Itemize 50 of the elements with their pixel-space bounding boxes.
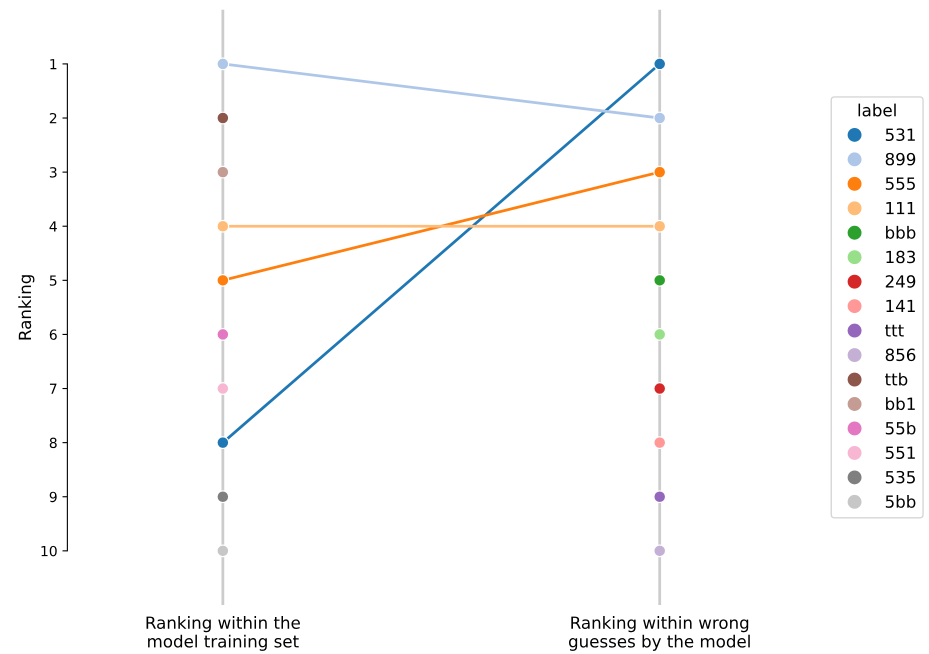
point bbox=[216, 220, 230, 233]
y-tick-label: 10 bbox=[42, 546, 57, 556]
point bbox=[216, 490, 230, 504]
y-tick-label: 6 bbox=[50, 329, 57, 340]
legend-label: 856 bbox=[886, 348, 916, 362]
y-axis-title: Ranking bbox=[18, 275, 34, 340]
point bbox=[653, 490, 666, 504]
y-tick-label: 9 bbox=[50, 492, 57, 502]
x-tick-label: Ranking within wrong guesses by the model bbox=[568, 616, 750, 651]
y-tick-label: 1 bbox=[50, 59, 56, 70]
legend-label: 899 bbox=[886, 152, 916, 166]
y-tick-label: 7 bbox=[50, 384, 56, 394]
point bbox=[216, 274, 230, 287]
legend-label: ttb bbox=[885, 372, 908, 386]
point bbox=[216, 382, 230, 395]
legend-label: 531 bbox=[886, 128, 915, 141]
y-tick-label: 3 bbox=[50, 167, 57, 178]
point bbox=[653, 274, 666, 287]
point bbox=[653, 112, 666, 124]
point bbox=[216, 544, 230, 558]
legend-label: 141 bbox=[886, 300, 915, 312]
point bbox=[216, 58, 230, 70]
legend-label: 551 bbox=[886, 446, 915, 459]
point bbox=[216, 328, 230, 341]
legend-title: label bbox=[858, 104, 896, 117]
point bbox=[653, 220, 666, 233]
y-tick-label: 4 bbox=[49, 221, 57, 232]
legend-label: 183 bbox=[886, 250, 916, 264]
legend-label: bb1 bbox=[886, 397, 915, 410]
y-tick-label: 5 bbox=[50, 275, 56, 286]
point bbox=[653, 382, 666, 395]
point bbox=[653, 58, 666, 70]
legend-label: 555 bbox=[886, 178, 915, 190]
legend-label: 5bb bbox=[886, 495, 916, 508]
legend-label: 249 bbox=[886, 275, 916, 288]
legend-label: 535 bbox=[886, 470, 915, 484]
point bbox=[653, 544, 666, 558]
x-tick-label: Ranking within the model training set bbox=[146, 616, 300, 651]
y-tick-label: 2 bbox=[50, 112, 56, 124]
point bbox=[216, 112, 230, 124]
legend-label: bbb bbox=[886, 226, 916, 239]
y-tick-label: 8 bbox=[50, 438, 57, 448]
legend-label: ttt bbox=[885, 324, 904, 336]
point bbox=[653, 436, 666, 450]
legend-label: 55b bbox=[886, 422, 916, 435]
point bbox=[653, 328, 666, 341]
point bbox=[216, 166, 230, 178]
point bbox=[216, 436, 230, 450]
legend-label: 111 bbox=[886, 202, 915, 214]
point bbox=[653, 166, 666, 178]
